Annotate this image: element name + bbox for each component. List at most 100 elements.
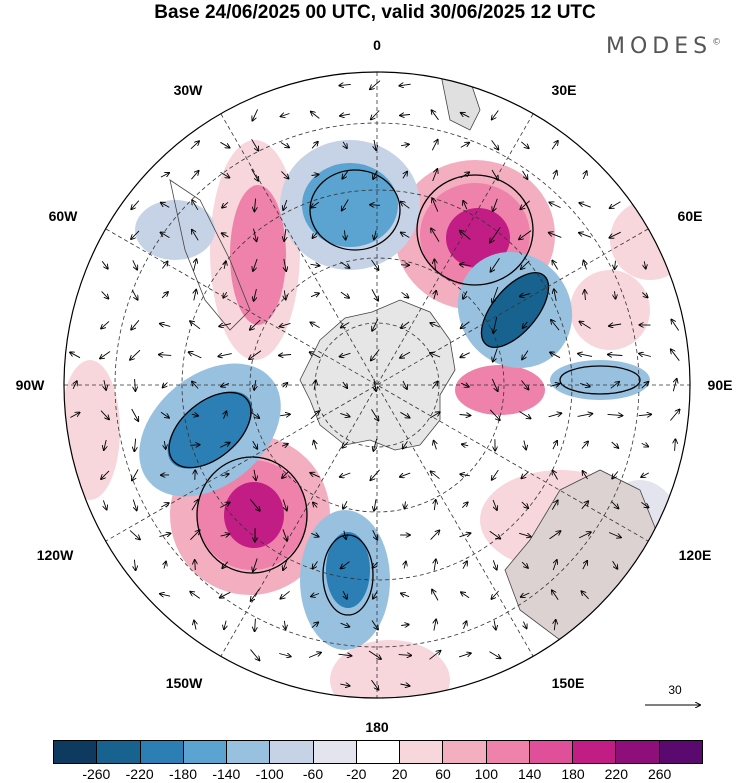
lon-label-120e: 120E xyxy=(678,547,712,563)
wind-vector xyxy=(401,593,410,596)
wind-vector xyxy=(523,621,526,629)
wind-vector xyxy=(401,202,410,209)
lon-label-60w: 60W xyxy=(48,208,78,224)
wind-vector xyxy=(340,114,351,116)
wind-vector xyxy=(191,414,198,416)
wind-vector xyxy=(253,558,258,572)
wind-vector xyxy=(220,141,229,147)
wind-vector xyxy=(432,110,439,121)
colorbar-swatch xyxy=(356,741,401,763)
wind-vector xyxy=(284,620,285,629)
wind-vector xyxy=(492,499,497,510)
wind-vector xyxy=(463,561,467,569)
wind-vector xyxy=(220,503,229,508)
colorbar-swatch xyxy=(659,741,702,763)
colorbar-swatch xyxy=(400,741,444,763)
wind-vector xyxy=(374,378,376,391)
wind-vector xyxy=(549,202,561,209)
wind-vector xyxy=(101,291,109,298)
wind-vector xyxy=(551,141,558,150)
wind-vector xyxy=(311,201,320,207)
colorbar-tick-label: 100 xyxy=(474,766,499,782)
wind-vector xyxy=(371,349,380,361)
wind-vector xyxy=(463,201,467,210)
wind-vector xyxy=(224,411,227,419)
wind-vector xyxy=(194,621,196,630)
wind-vector xyxy=(370,469,380,480)
wind-vector xyxy=(280,323,291,326)
wind-vector xyxy=(311,142,318,149)
wind-vector xyxy=(461,383,469,387)
anomaly-field xyxy=(64,140,690,698)
wind-vector xyxy=(675,439,676,451)
wind-vector xyxy=(579,203,591,208)
colorbar-swatch xyxy=(140,741,184,763)
wind-vector xyxy=(432,590,439,601)
wind-vector xyxy=(548,413,562,418)
wind-vector xyxy=(224,261,226,269)
wind-vector xyxy=(190,445,199,446)
wind-vector xyxy=(340,413,349,416)
colorbar-swatch xyxy=(443,741,487,763)
wind-vector xyxy=(311,594,320,597)
wind-vector xyxy=(489,651,501,659)
wind-vector xyxy=(343,381,347,388)
wind-vector xyxy=(103,500,106,509)
wind-vector xyxy=(523,321,528,328)
wind-vector xyxy=(401,291,409,297)
wind-vector xyxy=(372,318,379,331)
wind-vector xyxy=(583,471,588,480)
wind-vector xyxy=(224,620,226,630)
wind-vector xyxy=(612,471,619,479)
wind-vector xyxy=(254,228,257,242)
wind-vector xyxy=(460,352,470,358)
wind-vector xyxy=(581,501,588,510)
colorbar-swatch xyxy=(616,741,660,763)
wind-vector xyxy=(191,171,198,180)
positive-anomaly xyxy=(455,365,545,415)
wind-vector xyxy=(192,200,199,211)
wind-vector xyxy=(401,144,409,145)
wind-vector xyxy=(522,170,528,179)
wind-vector xyxy=(100,410,109,420)
wind-vector xyxy=(524,440,526,450)
colorbar-swatch xyxy=(529,741,574,763)
wind-vector xyxy=(134,559,135,571)
wind-vector xyxy=(611,501,619,509)
wind-vector xyxy=(522,350,529,360)
wind-vector xyxy=(194,290,196,301)
wind-vector xyxy=(400,472,411,477)
wind-vector xyxy=(521,141,528,148)
wind-vector xyxy=(641,472,650,477)
wind-vector xyxy=(311,112,320,119)
colorbar-swatch xyxy=(97,741,141,763)
wind-vector xyxy=(222,233,229,237)
wind-vector xyxy=(615,291,616,299)
wind-vector xyxy=(130,349,141,360)
wind-vector xyxy=(671,349,680,361)
wind-vector xyxy=(432,382,437,389)
wind-vector xyxy=(641,443,649,446)
wind-vector xyxy=(218,354,232,357)
wind-vector xyxy=(283,199,287,210)
wind-vector xyxy=(314,380,316,390)
wind-vector xyxy=(249,498,260,511)
wind-vector xyxy=(251,139,259,150)
wind-vector xyxy=(459,533,471,538)
wind-vector xyxy=(371,259,379,270)
wind-vector xyxy=(431,140,437,151)
wind-vector xyxy=(492,286,499,303)
wind-vector xyxy=(373,438,376,451)
wind-vector xyxy=(252,440,258,449)
wind-vector xyxy=(493,316,498,333)
colorbar-tick-label: -180 xyxy=(168,766,198,782)
wind-vector xyxy=(370,80,381,90)
colorbar-swatch xyxy=(270,741,314,763)
wind-vector xyxy=(190,592,201,599)
wind-vector xyxy=(373,591,377,598)
wind-vector xyxy=(340,623,350,627)
map-title: Base 24/06/2025 00 UTC, valid 30/06/2025… xyxy=(154,2,596,23)
wind-vector xyxy=(552,261,559,270)
wind-vector xyxy=(494,620,496,629)
wind-vector xyxy=(253,258,258,271)
